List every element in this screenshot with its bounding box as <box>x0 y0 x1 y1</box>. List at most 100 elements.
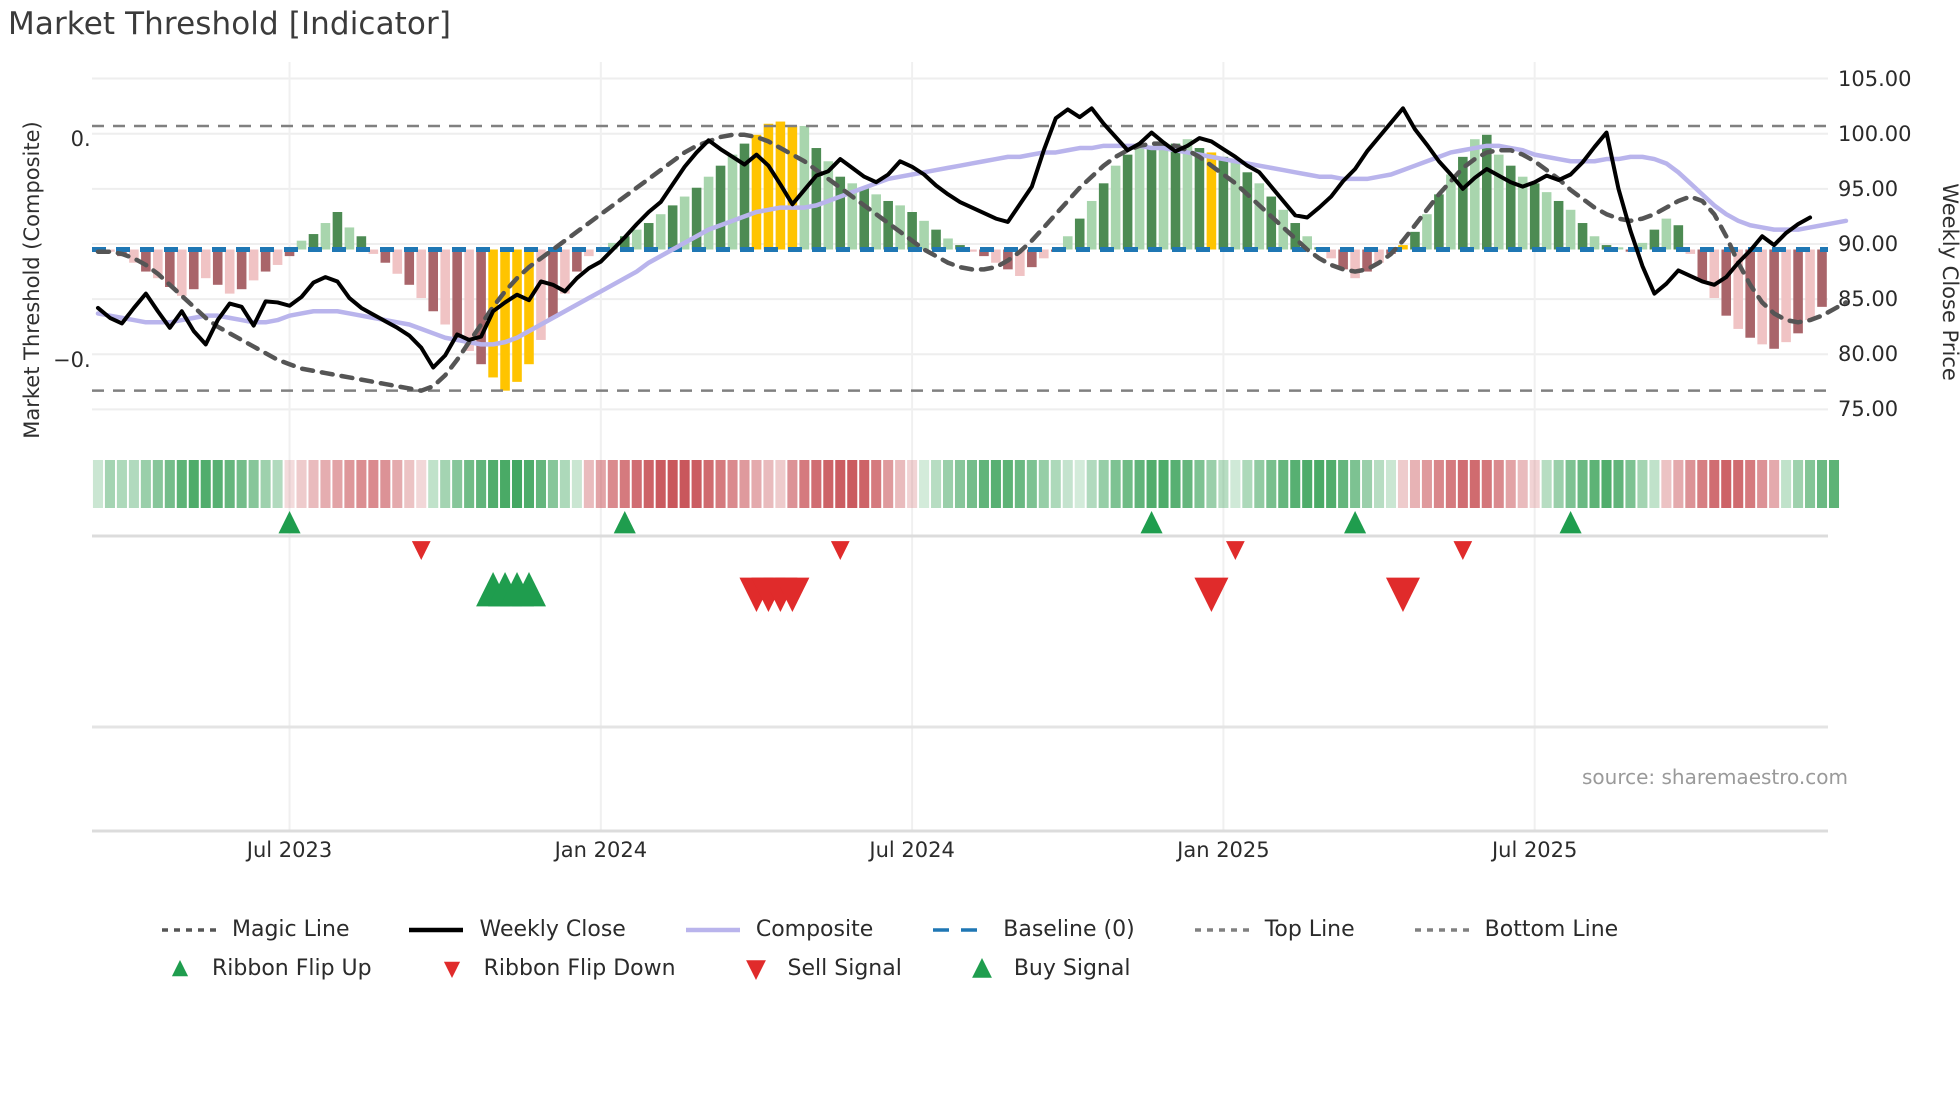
ribbon-cell <box>248 460 259 508</box>
histogram-bar <box>1194 148 1205 250</box>
ribbon-cell <box>919 460 930 508</box>
histogram-bar <box>572 249 582 272</box>
buy-signal-marker[interactable] <box>511 572 546 607</box>
sell-signal-marker[interactable] <box>775 577 810 612</box>
histogram-bar <box>1481 134 1492 250</box>
ribbon-flip-up-marker[interactable] <box>278 511 301 534</box>
ribbon-flip-down-marker[interactable] <box>411 541 431 560</box>
ribbon-cell <box>1397 460 1409 508</box>
histogram-bar <box>967 249 977 252</box>
sell-signal-marker[interactable] <box>1385 577 1420 612</box>
ribbon-flip-up-marker[interactable] <box>613 511 636 534</box>
ribbon-cell <box>152 460 163 508</box>
histogram-bar <box>236 249 247 290</box>
ribbon-cell <box>1805 460 1816 508</box>
histogram-bar <box>524 249 534 365</box>
histogram-bar <box>991 249 1001 263</box>
ribbon-cell <box>1002 460 1013 508</box>
legend-item[interactable]: Buy Signal <box>962 956 1130 981</box>
ribbon-cell <box>787 460 798 508</box>
histogram-bar <box>1074 218 1085 250</box>
indicator-chart-plot <box>92 62 1849 833</box>
ribbon-cell <box>1026 460 1037 508</box>
histogram-bar <box>1769 249 1779 349</box>
histogram-bar <box>212 249 223 285</box>
histogram-bar <box>1709 249 1720 299</box>
histogram-bar <box>177 249 187 296</box>
histogram-bar <box>1541 192 1552 250</box>
legend-item[interactable]: Weekly Close <box>407 917 626 942</box>
histogram-bar <box>452 249 462 338</box>
ribbon-cell <box>1098 460 1109 508</box>
ribbon-cell <box>1122 460 1133 508</box>
histogram-bar <box>608 242 618 250</box>
legend-item[interactable]: Ribbon Flip Up <box>160 956 372 981</box>
legend-item[interactable]: Composite <box>684 917 873 942</box>
y-axis-right-tick: 85.00 <box>1838 287 1899 312</box>
ribbon-cell <box>1302 460 1313 508</box>
ribbon-cell <box>631 460 642 508</box>
legend-swatch-solid <box>685 927 740 932</box>
histogram-bar <box>1266 196 1277 250</box>
source-attribution: source: sharemaestro.com <box>1582 765 1848 789</box>
histogram-bar <box>141 249 151 272</box>
histogram-bar <box>1398 245 1408 250</box>
ribbon-cell <box>595 460 606 508</box>
legend-item[interactable]: Baseline (0) <box>931 917 1135 942</box>
ribbon-cell <box>1134 460 1145 508</box>
ribbon-flip-down-marker[interactable] <box>1226 541 1245 560</box>
histogram-bar <box>272 249 283 265</box>
histogram-bar <box>667 205 678 250</box>
ribbon-cell <box>1062 460 1073 508</box>
histogram-bar <box>1134 148 1145 250</box>
y-axis-right-tick: 105.00 <box>1838 66 1912 91</box>
histogram-bar <box>1781 249 1791 343</box>
ribbon-cell <box>1793 460 1804 508</box>
ribbon-cell <box>140 460 151 508</box>
ribbon-cell <box>188 460 199 508</box>
ribbon-flip-up-marker[interactable] <box>1140 511 1163 534</box>
histogram-bar <box>763 123 774 250</box>
legend-swatch-solid <box>409 927 464 932</box>
histogram-bar <box>1805 249 1815 321</box>
histogram-bar <box>1745 249 1755 338</box>
ribbon-cell <box>799 460 810 508</box>
histogram-bar <box>811 148 822 250</box>
histogram-bar <box>919 220 929 250</box>
legend-item[interactable]: Ribbon Flip Down <box>432 956 676 981</box>
ribbon-cell <box>1362 460 1373 508</box>
ribbon-cell <box>1338 460 1349 508</box>
histogram-bar <box>1206 152 1217 250</box>
ribbon-cell <box>1541 460 1552 508</box>
legend-row-markers: Ribbon Flip Up Ribbon Flip Down Sell Signa… <box>0 949 1960 988</box>
ribbon-cell <box>1493 460 1504 508</box>
ribbon-cell <box>1733 460 1744 508</box>
histogram-bar <box>631 229 642 250</box>
ribbon-flip-down-marker[interactable] <box>1453 541 1473 560</box>
legend-swatch-dotted <box>162 927 216 932</box>
histogram-bar <box>1458 156 1468 250</box>
legend-label: Sell Signal <box>787 956 902 981</box>
ribbon-cell <box>1745 460 1756 508</box>
histogram-bar <box>835 176 846 250</box>
legend-item[interactable]: Bottom Line <box>1413 917 1618 942</box>
ribbon-cell <box>428 460 439 508</box>
histogram-bar <box>1158 148 1169 250</box>
legend-item[interactable]: Sell Signal <box>736 956 902 981</box>
ribbon-flip-up-marker[interactable] <box>1559 511 1582 534</box>
ribbon-flip-down-marker[interactable] <box>830 541 850 560</box>
histogram-bar <box>296 240 307 250</box>
histogram-bar <box>536 249 546 340</box>
sell-signal-marker[interactable] <box>1194 577 1229 612</box>
histogram-bar <box>871 194 881 250</box>
histogram-bar <box>895 205 905 250</box>
histogram-bar <box>1685 249 1696 254</box>
histogram-bar <box>1098 183 1109 250</box>
legend-item[interactable]: Magic Line <box>160 917 349 942</box>
histogram-bar <box>260 249 271 272</box>
ribbon-flip-up-marker[interactable] <box>1344 511 1367 534</box>
histogram-bar <box>883 200 893 250</box>
histogram-bar <box>1589 236 1600 250</box>
legend-item[interactable]: Top Line <box>1193 917 1355 942</box>
